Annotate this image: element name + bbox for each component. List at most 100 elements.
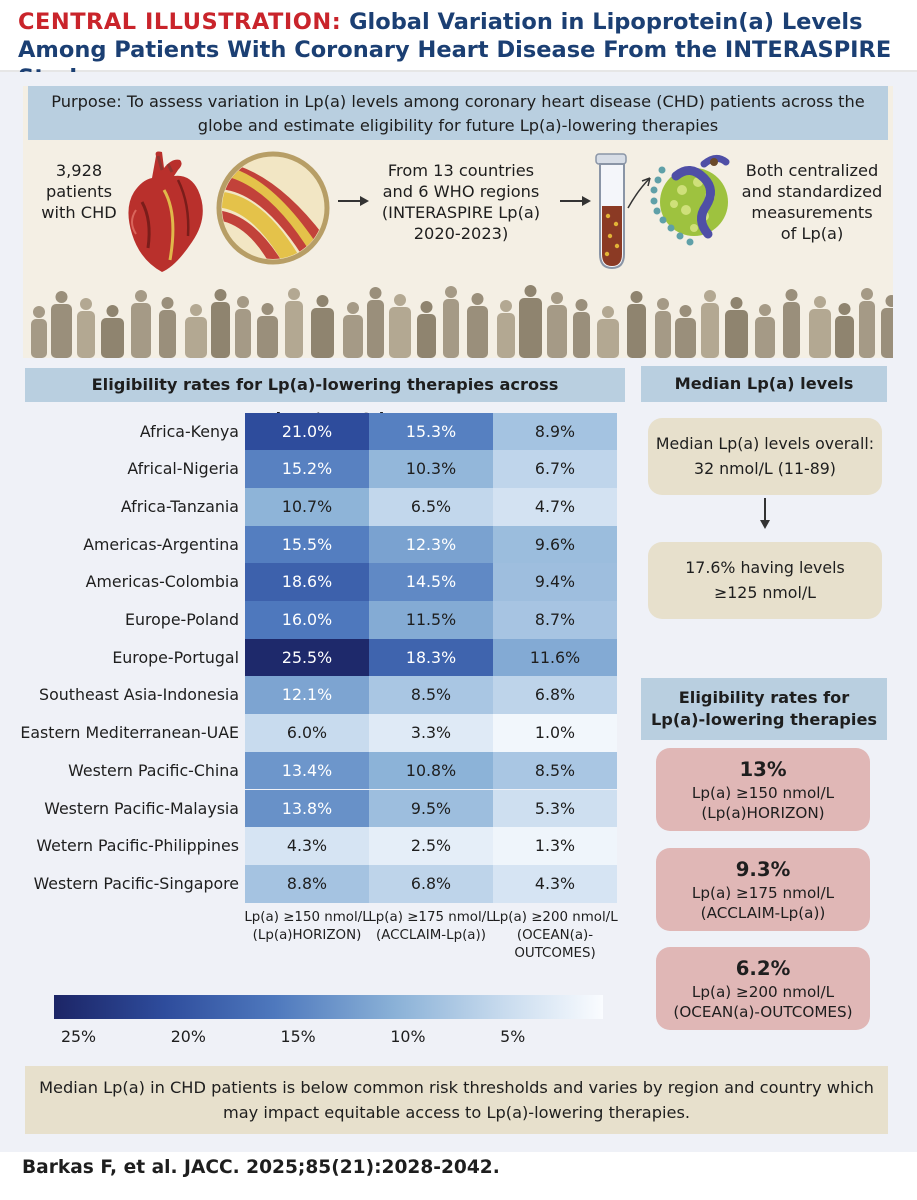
column-label-line: (ACCLAIM-Lp(a)) [376, 928, 486, 943]
heatmap-cell: 9.5% [369, 789, 493, 828]
heatmap-cell: 10.3% [369, 450, 493, 488]
measurements-line-2: and standardized [741, 182, 883, 201]
row-label: Western Pacific-China [68, 760, 239, 780]
test-tube-icon [595, 153, 651, 270]
heatmap-cell: 12.1% [245, 676, 369, 715]
heatmap-cell: 8.8% [245, 864, 369, 903]
eligibility-card-150: 13% Lp(a) ≥150 nmol/L (Lp(a)HORIZON) [656, 748, 870, 831]
heatmap-cell: 12.3% [369, 525, 493, 564]
heatmap-cell: 10.7% [245, 487, 369, 526]
heatmap-cell: 3.3% [369, 714, 493, 752]
color-scale-tick: 15% [280, 1027, 316, 1046]
heatmap-cell: 8.5% [493, 751, 617, 790]
heatmap-cell: 4.7% [493, 487, 617, 526]
row-label: Africal-Nigeria [127, 459, 239, 479]
heatmap-cell: 8.5% [369, 676, 493, 715]
row-label: Europe-Poland [125, 610, 239, 629]
eligibility-card-150-value: 13% [739, 758, 787, 781]
eligibility-section-title: Eligibility rates for Lp(a)-lowering the… [25, 368, 625, 428]
eligibility-card-200-value: 6.2% [735, 957, 791, 980]
heatmap-cell: 15.3% [369, 412, 493, 451]
eligibility-summary-title-line-2: Lp(a)-lowering therapies [650, 710, 878, 729]
patients-condition: with CHD [41, 203, 117, 222]
heatmap-cell: 1.0% [493, 714, 617, 752]
eligibility-summary-title-line-1: Eligibility rates for [678, 688, 850, 707]
color-scale-tick: 20% [170, 1027, 206, 1046]
row-label: Africa-Kenya [139, 421, 239, 441]
column-label-line: (OCEAN(a)- [516, 928, 594, 943]
median-down-arrow-head [759, 520, 770, 529]
heatmap-cell: 14.5% [369, 563, 493, 601]
row-label: Southeast Asia-Indonesia [39, 685, 239, 705]
row-label: Western Pacific-Malaysia [44, 798, 239, 818]
color-scale-tick: 25% [60, 1027, 97, 1046]
heatmap-cell: 15.5% [245, 525, 369, 564]
countries-line-1: From 13 countries [387, 161, 535, 180]
median-threshold-label: 17.6% having levels [685, 558, 845, 577]
heatmap-cell: 16.0% [245, 601, 369, 639]
heatmap-cell: 6.8% [493, 676, 617, 715]
summary-text: Median Lp(a) in CHD patients is below co… [25, 1066, 888, 1134]
median-down-arrow [764, 498, 766, 524]
heatmap-cell: 4.3% [245, 827, 369, 865]
median-threshold-box: 17.6% having levels ≥125 nmol/L [648, 542, 882, 619]
purpose-band [28, 86, 888, 140]
eligibility-card-200-threshold: Lp(a) ≥200 nmol/L [691, 983, 835, 1001]
heatmap-cell: 6.5% [369, 487, 493, 526]
column-label-line: (Lp(a)HORIZON) [252, 928, 362, 943]
heatmap-cell: 13.4% [245, 751, 369, 790]
crowd-silhouette-icon [31, 285, 893, 358]
median-threshold-value: ≥125 nmol/L [714, 583, 816, 602]
heatmap-cell: 10.8% [369, 751, 493, 790]
eligibility-card-200-trial: (OCEAN(a)-OUTCOMES) [673, 1003, 853, 1021]
median-overall-box: Median Lp(a) levels overall: 32 nmol/L (… [648, 418, 882, 495]
row-label: Europe-Portugal [112, 647, 239, 667]
countries-line-2: and 6 WHO regions [382, 182, 540, 201]
heatmap-cell: 15.2% [245, 450, 369, 488]
heatmap-cell: 9.4% [493, 563, 617, 601]
heatmap-cell: 11.6% [493, 638, 617, 677]
heatmap-cell: 18.6% [245, 563, 369, 601]
median-overall-label: Median Lp(a) levels overall: [655, 434, 875, 453]
measurements-line-3: measurements [751, 203, 873, 222]
patients-word: patients [45, 182, 113, 201]
purpose-text: Purpose: To assess variation in Lp(a) le… [51, 92, 865, 135]
median-section-title: Median Lp(a) levels [641, 366, 887, 402]
heatmap-cell: 8.7% [493, 601, 617, 639]
header: CENTRAL ILLUSTRATION: Global Variation i… [0, 0, 917, 91]
eligibility-card-175-trial: (ACCLAIM-Lp(a)) [700, 904, 826, 922]
column-label: Lp(a) ≥200 nmol/L (OCEAN(a)- OUTCOMES) [492, 909, 618, 963]
row-label: Americas-Colombia [85, 572, 239, 592]
flow-arrow-1-head [360, 195, 369, 206]
heatmap-cell: 21.0% [245, 412, 369, 451]
column-label: Lp(a) ≥175 nmol/L (ACCLAIM-Lp(a)) [368, 909, 494, 945]
eligibility-card-175-value: 9.3% [735, 858, 791, 881]
column-label-line: Lp(a) ≥175 nmol/L [368, 910, 494, 925]
heatmap-cell: 6.8% [369, 864, 493, 903]
countries-line-3: (INTERASPIRE Lp(a) [381, 203, 541, 222]
citation: Barkas F, et al. JACC. 2025;85(21):2028-… [22, 1157, 500, 1178]
flow-arrow-1 [338, 200, 362, 202]
flow-arrow-2-head [582, 195, 591, 206]
artery-plaque-icon [216, 151, 330, 265]
column-label-line: Lp(a) ≥200 nmol/L [492, 910, 618, 925]
header-title-text: Global Variation in Lipoprotein(a) Level… [18, 9, 892, 91]
median-overall-value: 32 nmol/L (11-89) [694, 459, 836, 478]
heatmap-cell: 5.3% [493, 789, 617, 828]
color-scale-tick: 10% [390, 1027, 426, 1046]
heatmap-cell: 4.3% [493, 864, 617, 903]
eligibility-card-150-threshold: Lp(a) ≥150 nmol/L [691, 784, 835, 802]
row-label: Western Pacific-Singapore [33, 873, 239, 893]
heatmap-cell: 2.5% [369, 827, 493, 865]
countries-text: From 13 countries and 6 WHO regions (INT… [368, 160, 554, 244]
heatmap-cell: 11.5% [369, 601, 493, 639]
eligibility-summary-title: Eligibility rates for Lp(a)-lowering the… [641, 678, 887, 740]
eligibility-card-150-trial: (Lp(a)HORIZON) [701, 804, 825, 822]
countries-line-4: 2020-2023) [413, 224, 509, 243]
eligibility-card-200: 6.2% Lp(a) ≥200 nmol/L (OCEAN(a)-OUTCOME… [656, 947, 870, 1030]
heatmap-cell: 18.3% [369, 638, 493, 677]
heatmap-cell: 9.6% [493, 525, 617, 564]
color-scale-bar [54, 995, 603, 1019]
heatmap-cell: 6.7% [493, 450, 617, 488]
eligibility-card-175-threshold: Lp(a) ≥175 nmol/L [691, 884, 835, 902]
